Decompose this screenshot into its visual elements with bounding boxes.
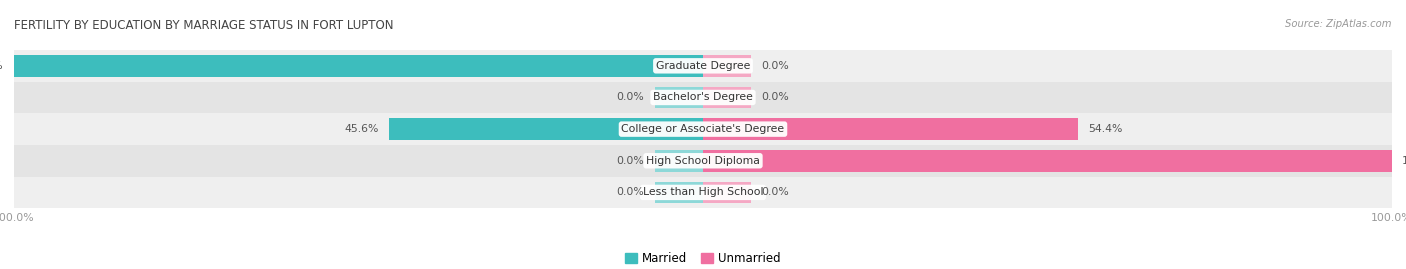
Bar: [655, 150, 703, 172]
Text: Graduate Degree: Graduate Degree: [655, 61, 751, 71]
Legend: Married, Unmarried: Married, Unmarried: [626, 252, 780, 265]
Bar: [703, 118, 1078, 140]
Text: Source: ZipAtlas.com: Source: ZipAtlas.com: [1285, 19, 1392, 29]
Bar: [14, 55, 703, 77]
Text: Less than High School: Less than High School: [643, 187, 763, 197]
Bar: [703, 150, 1392, 172]
Bar: [14, 50, 1392, 82]
Text: 45.6%: 45.6%: [344, 124, 378, 134]
Text: FERTILITY BY EDUCATION BY MARRIAGE STATUS IN FORT LUPTON: FERTILITY BY EDUCATION BY MARRIAGE STATU…: [14, 19, 394, 32]
Bar: [389, 118, 703, 140]
Text: 0.0%: 0.0%: [762, 93, 789, 102]
Bar: [14, 176, 1392, 208]
Text: 54.4%: 54.4%: [1088, 124, 1122, 134]
Text: 0.0%: 0.0%: [617, 156, 644, 166]
Text: High School Diploma: High School Diploma: [647, 156, 759, 166]
Text: 0.0%: 0.0%: [762, 61, 789, 71]
Text: 100.0%: 100.0%: [0, 61, 4, 71]
Bar: [703, 182, 751, 203]
Bar: [14, 82, 1392, 113]
Bar: [655, 182, 703, 203]
Bar: [703, 87, 751, 108]
Text: College or Associate's Degree: College or Associate's Degree: [621, 124, 785, 134]
Bar: [14, 113, 1392, 145]
Bar: [655, 87, 703, 108]
Text: 100.0%: 100.0%: [1402, 156, 1406, 166]
Text: 0.0%: 0.0%: [617, 93, 644, 102]
Bar: [14, 145, 1392, 176]
Text: 0.0%: 0.0%: [617, 187, 644, 197]
Text: Bachelor's Degree: Bachelor's Degree: [652, 93, 754, 102]
Bar: [703, 55, 751, 77]
Text: 0.0%: 0.0%: [762, 187, 789, 197]
